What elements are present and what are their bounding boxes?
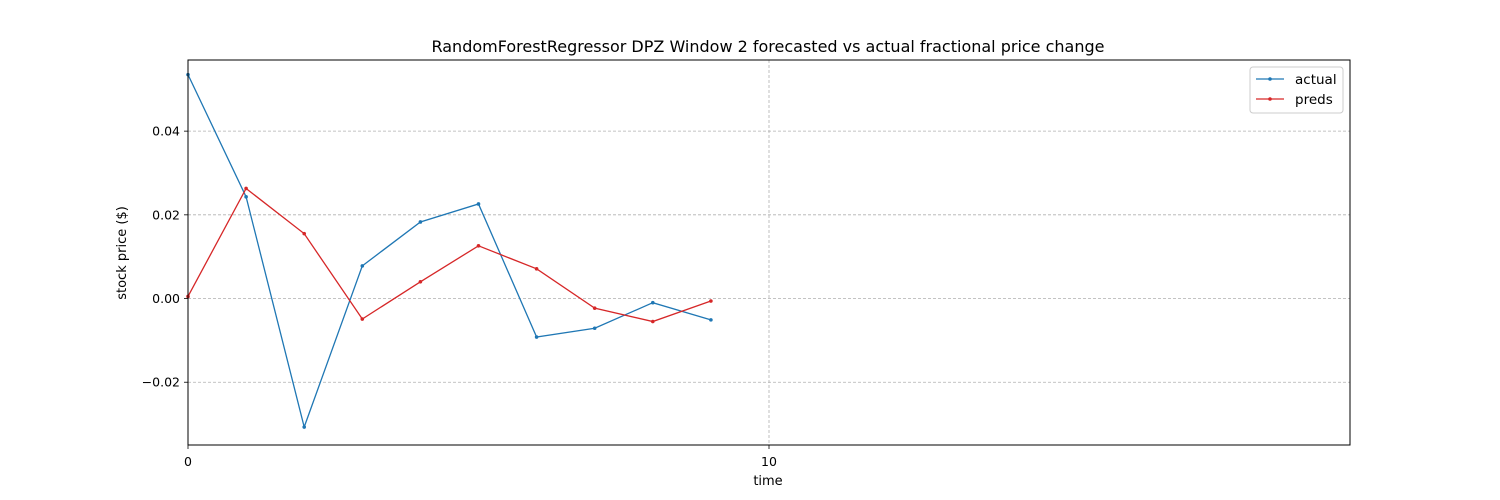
grid-lines [187, 60, 1350, 445]
y-tick-label: −0.02 [142, 375, 180, 390]
y-tick-label: 0.04 [152, 124, 180, 139]
legend: actual preds [1249, 66, 1344, 114]
data-point-actual [418, 220, 423, 224]
data-point-actual [476, 202, 481, 206]
y-tick-label: 0.02 [152, 207, 180, 222]
data-point-preds [534, 267, 539, 271]
x-tick-label: 0 [184, 454, 192, 469]
series-lines [186, 72, 713, 430]
axis-ticks: −0.02 0.00 0.02 0.04 0 10 [142, 124, 777, 469]
series-line-actual [187, 74, 712, 430]
series-line-preds [187, 187, 712, 323]
data-point-actual [360, 264, 365, 268]
data-point-preds [592, 306, 597, 310]
series-preds [186, 186, 713, 324]
data-point-actual [592, 326, 597, 331]
legend-marker [1268, 97, 1272, 101]
legend-label: preds [1295, 92, 1333, 108]
legend-item-actual: actual [1256, 72, 1337, 88]
series-actual [186, 72, 713, 430]
data-point-actual [651, 300, 655, 305]
data-point-actual [709, 318, 713, 322]
y-tick-label: 0.00 [152, 291, 180, 306]
data-point-preds [418, 279, 423, 284]
data-point-preds [244, 186, 248, 191]
data-point-preds [360, 317, 365, 321]
chart-title: RandomForestRegressor DPZ Window 2 forec… [431, 37, 1104, 56]
y-axis-label: stock price ($) [115, 206, 130, 300]
data-point-actual [534, 335, 539, 339]
data-point-actual [302, 425, 307, 429]
data-point-preds [302, 231, 307, 236]
legend-marker [1268, 77, 1272, 81]
data-point-actual [244, 195, 248, 199]
x-tick-label: 10 [761, 454, 777, 469]
data-point-preds [709, 299, 713, 303]
legend-item-preds: preds [1256, 92, 1333, 108]
legend-label: actual [1295, 72, 1337, 88]
data-point-preds [651, 319, 655, 324]
x-axis-label: time [753, 474, 782, 489]
data-point-preds [476, 244, 481, 248]
